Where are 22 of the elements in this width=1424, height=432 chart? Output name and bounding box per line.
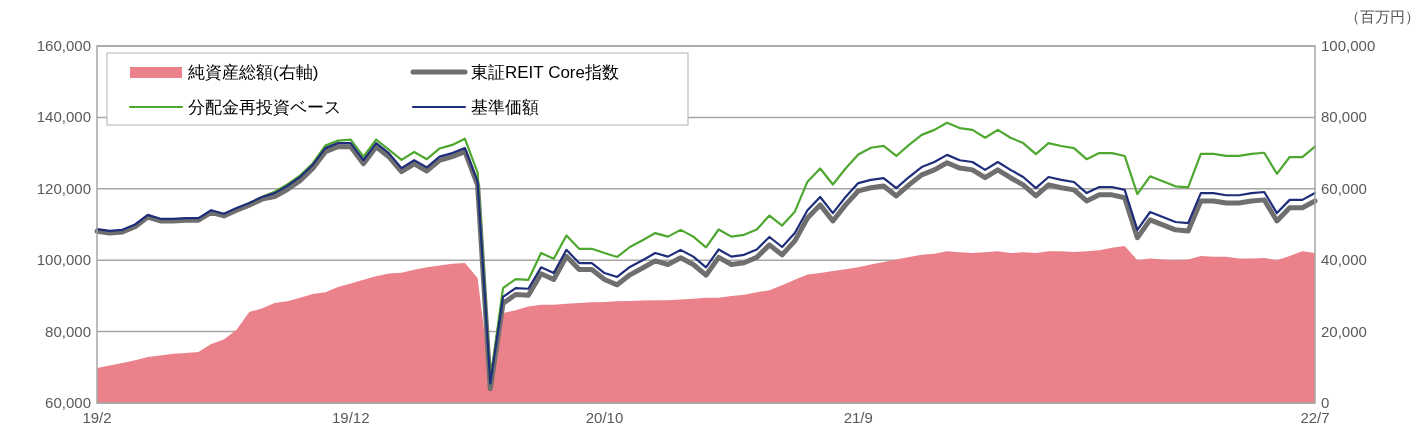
y-tick-label: 120,000 <box>36 179 91 197</box>
x-tick-label: 19/2 <box>82 409 112 426</box>
y-tick-label: 60,000 <box>45 394 91 411</box>
y-tick-label: 100,000 <box>36 251 91 269</box>
y2-axis-title: （百万円） <box>1345 8 1420 25</box>
y-tick-label: 160,000 <box>36 37 91 54</box>
legend-label: 基準価額 <box>471 98 539 117</box>
legend-label: 分配金再投資ベース <box>188 98 341 117</box>
y2-tick-label: 40,000 <box>1321 251 1367 269</box>
y2-tick-label: 100,000 <box>1321 37 1376 54</box>
y2-tick-label: 20,000 <box>1321 322 1367 340</box>
y2-tick-label: 80,000 <box>1321 108 1367 126</box>
legend-label: 東証REIT Core指数 <box>471 63 619 82</box>
x-tick-label: 22/7 <box>1300 409 1330 426</box>
legend-label: 純資産総額(右軸) <box>188 63 319 82</box>
y2-tick-label: 60,000 <box>1321 179 1367 197</box>
y-tick-label: 140,000 <box>36 108 91 126</box>
y-tick-label: 80,000 <box>45 322 91 340</box>
x-tick-label: 20/10 <box>585 409 624 426</box>
x-tick-label: 21/9 <box>843 409 873 426</box>
y2-tick-label: 0 <box>1321 394 1330 411</box>
x-tick-label: 19/12 <box>331 409 370 426</box>
